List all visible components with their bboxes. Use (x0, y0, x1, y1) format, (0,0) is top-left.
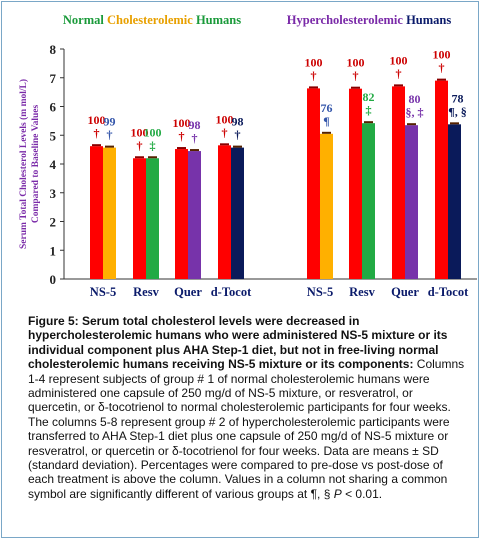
y-tick-label: 5 (50, 128, 57, 143)
post-symbol-label: † (235, 128, 241, 142)
y-tick-label: 1 (50, 243, 57, 258)
caption-lead: Figure 5: Serum total cholesterol levels… (28, 314, 448, 372)
bar-pre-1 (90, 146, 103, 279)
error-bar-post-3 (190, 149, 199, 152)
bar-post-6 (362, 123, 375, 279)
x-category-label: Quer (391, 285, 419, 299)
error-bar-post-5 (322, 131, 331, 134)
error-bar-pre-8 (437, 78, 446, 81)
bar-post-7 (405, 125, 418, 279)
pre-pct-label: 100 (305, 55, 323, 69)
post-symbol-label: §, ‡ (406, 105, 424, 119)
bar-post-4 (231, 147, 244, 279)
post-symbol-label: † (192, 131, 198, 145)
pre-symbol-label: † (137, 138, 143, 152)
error-bar-post-6 (364, 121, 373, 124)
error-bar-post-8 (450, 122, 459, 125)
y-tick-label: 4 (50, 157, 57, 172)
x-category-label: Resv (349, 285, 375, 299)
group-title-part: Hypercholesterolemic (287, 13, 404, 27)
bar-pre-7 (392, 86, 405, 279)
group-title-part: Cholesterolemic (107, 13, 193, 27)
post-pct-label: 99 (104, 115, 116, 129)
error-bar-post-2 (148, 156, 157, 159)
error-bar-post-7 (407, 123, 416, 126)
caption-tail: < 0.01. (341, 486, 383, 501)
post-pct-label: 80 (409, 92, 421, 106)
pre-pct-label: 100 (433, 48, 451, 62)
bar-post-8 (448, 124, 461, 279)
post-pct-label: 100 (144, 125, 162, 139)
error-bar-post-1 (105, 145, 114, 148)
bar-post-1 (103, 147, 116, 279)
group-title-1: Normal Cholesterolemic Humans (63, 13, 241, 27)
bar-pre-6 (349, 88, 362, 279)
y-tick-label: 0 (50, 272, 57, 287)
pre-symbol-label: † (94, 126, 100, 140)
pre-symbol-label: † (396, 66, 402, 80)
y-tick-label: 8 (50, 42, 57, 57)
post-symbol-label: ‡ (366, 103, 372, 117)
error-bar-pre-4 (220, 143, 229, 146)
bar-pre-5 (307, 88, 320, 279)
post-symbol-label: ¶, § (448, 104, 466, 118)
y-tick-label: 2 (50, 215, 57, 230)
post-pct-label: 82 (363, 90, 375, 104)
y-tick-label: 7 (50, 71, 57, 86)
x-category-label: Quer (174, 285, 202, 299)
pre-pct-label: 100 (173, 116, 191, 130)
bar-post-3 (188, 151, 201, 279)
group-title-part: Humans (193, 13, 241, 27)
post-pct-label: 76 (321, 101, 333, 115)
error-bar-pre-3 (177, 147, 186, 150)
error-bar-pre-6 (351, 86, 360, 89)
group-title-part: Normal (63, 13, 107, 27)
bar-pre-4 (218, 145, 231, 279)
caption-p-label: P (333, 486, 342, 501)
post-symbol-label: ¶ (323, 114, 329, 128)
y-axis-label-line1: Serum Total Cholesterol Levels (m mol/L) (18, 79, 29, 249)
post-pct-label: 98 (232, 115, 244, 129)
caption-body: Columns 1-4 represent subjects of group … (28, 357, 465, 501)
x-category-label: NS-5 (307, 285, 333, 299)
x-category-label: Resv (133, 285, 159, 299)
pre-pct-label: 100 (390, 53, 408, 67)
error-bar-pre-1 (92, 144, 101, 147)
y-tick-label: 3 (50, 186, 57, 201)
y-axis-label-line2: Compared to Baseline Values (31, 105, 41, 224)
post-pct-label: 78 (452, 91, 464, 105)
post-symbol-label: ‡ (150, 138, 156, 152)
x-category-label: NS-5 (90, 285, 116, 299)
pre-symbol-label: † (311, 68, 317, 82)
bar-pre-3 (175, 149, 188, 279)
pre-symbol-label: † (179, 129, 185, 143)
bar-post-5 (320, 133, 333, 279)
x-category-label: d-Tocot (211, 285, 252, 299)
pre-pct-label: 100 (131, 125, 149, 139)
figure-caption: Figure 5: Serum total cholesterol levels… (28, 314, 468, 501)
post-symbol-label: † (107, 128, 113, 142)
pre-symbol-label: † (353, 69, 359, 83)
pre-symbol-label: † (439, 61, 445, 75)
error-bar-pre-2 (135, 156, 144, 159)
y-axis-label: Serum Total Cholesterol Levels (m mol/L)… (18, 79, 41, 249)
pre-symbol-label: † (222, 125, 228, 139)
y-tick-label: 6 (50, 100, 57, 115)
error-bar-pre-5 (309, 86, 318, 89)
error-bar-post-4 (233, 145, 242, 148)
pre-pct-label: 100 (88, 113, 106, 127)
pre-pct-label: 100 (216, 112, 234, 126)
post-pct-label: 98 (189, 118, 201, 132)
error-bar-pre-7 (394, 84, 403, 87)
bar-pre-2 (133, 158, 146, 279)
bar-pre-8 (435, 80, 448, 279)
bar-post-2 (146, 158, 159, 279)
group-title-part: Humans (403, 13, 451, 27)
pre-pct-label: 100 (347, 56, 365, 70)
x-category-label: d-Tocot (428, 285, 469, 299)
group-title-2: Hypercholesterolemic Humans (287, 13, 452, 27)
